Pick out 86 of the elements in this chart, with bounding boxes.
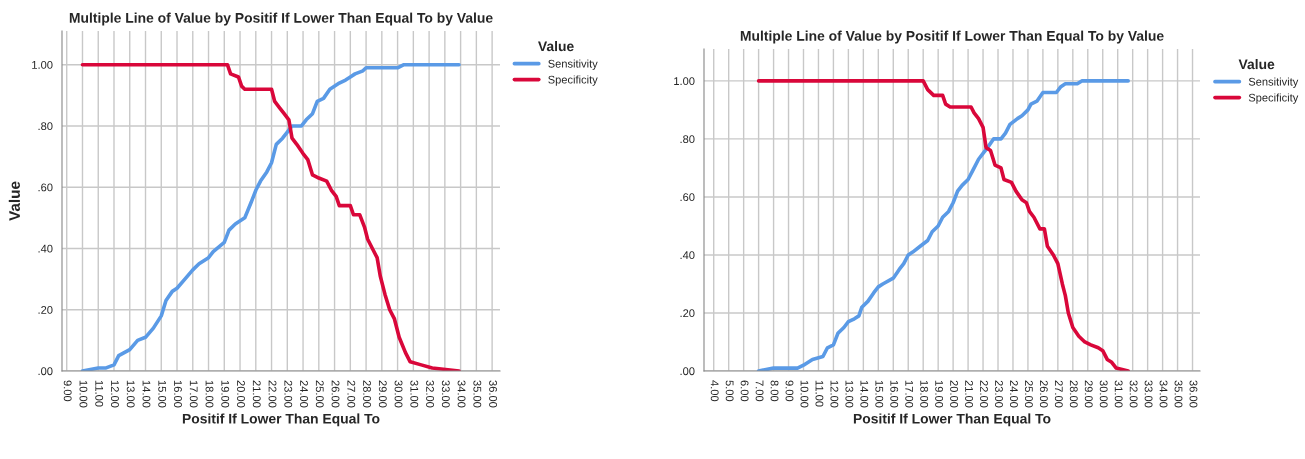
x-tick-label: 29.00 — [1084, 380, 1093, 408]
y-tick-label: .20 — [680, 309, 695, 318]
x-tick-label: 28.00 — [363, 380, 371, 408]
x-tick-label: 11.00 — [95, 380, 104, 407]
x-tick-label: 7.00 — [755, 380, 764, 402]
legend-title: Value — [1238, 59, 1275, 70]
x-tick-label: 12.00 — [111, 380, 119, 408]
x-axis-title: Positif If Lower Than Equal To — [182, 413, 380, 427]
x-tick-label: 23.00 — [995, 380, 1003, 408]
x-axis-title: Positif If Lower Than Equal To — [853, 413, 1051, 427]
x-tick-label: 30.00 — [394, 380, 403, 408]
x-tick-label: 5.00 — [725, 380, 734, 402]
y-tick-label: .60 — [680, 193, 695, 202]
x-tick-label: 17.00 — [905, 380, 914, 408]
x-tick-label: 25.00 — [315, 380, 324, 408]
x-tick-label: 9.00 — [785, 380, 794, 402]
x-tick-label: 14.00 — [860, 380, 869, 408]
line-series — [756, 79, 1130, 371]
x-tick-label: 12.00 — [830, 380, 839, 408]
x-tick-label: 18.00 — [205, 380, 214, 408]
x-tick-label: 9.00 — [63, 380, 72, 402]
x-tick-label: 20.00 — [950, 380, 959, 408]
x-tick-label: 31.00 — [1114, 380, 1123, 408]
y-tick-label: .20 — [38, 306, 53, 314]
y-tick-label: .40 — [680, 251, 695, 260]
x-tick-label: 28.00 — [1069, 380, 1078, 408]
x-tick-label: 14.00 — [142, 380, 151, 408]
x-tick-label: 35.00 — [473, 380, 482, 408]
x-tick-label: 21.00 — [252, 380, 261, 408]
x-tick-label: 32.00 — [1129, 380, 1138, 408]
x-tick-label: 29.00 — [378, 380, 387, 408]
x-tick-label: 18.00 — [920, 380, 929, 408]
x-tick-label: 27.00 — [1054, 380, 1063, 408]
x-tick-label: 10.00 — [800, 380, 809, 408]
legend-title: Value — [538, 41, 574, 52]
x-tick-label: 15.00 — [158, 380, 167, 408]
x-tick-label: 10.00 — [79, 380, 88, 408]
y-tick-label: .80 — [680, 135, 695, 144]
x-tick-label: 22.00 — [268, 380, 277, 408]
x-tick-label: 23.00 — [284, 380, 293, 408]
x-tick-label: 22.00 — [980, 380, 988, 408]
x-tick-label: 13.00 — [845, 380, 854, 408]
x-tick-label: 15.00 — [875, 380, 884, 408]
x-tick-label: 24.00 — [300, 380, 308, 408]
x-tick-label: 4.00 — [710, 380, 719, 402]
x-tick-label: 34.00 — [1159, 380, 1168, 408]
legend-label: Specificity — [1248, 93, 1299, 104]
x-tick-label: 25.00 — [1024, 380, 1033, 408]
line-series — [80, 62, 461, 371]
x-tick-label: 31.00 — [410, 380, 419, 408]
x-tick-label: 17.00 — [189, 380, 198, 408]
y-tick-label: 1.00 — [32, 60, 53, 69]
x-tick-label: 26.00 — [1039, 380, 1048, 408]
x-tick-label: 16.00 — [174, 380, 182, 408]
y-tick-label: .80 — [38, 122, 53, 131]
x-tick-label: 19.00 — [221, 380, 230, 408]
x-tick-label: 36.00 — [489, 380, 498, 408]
x-tick-label: 11.00 — [815, 380, 824, 407]
legend-label: Sensitivity — [548, 59, 598, 70]
x-tick-label: 27.00 — [347, 380, 356, 408]
legend-label: Specificity — [548, 75, 598, 86]
x-tick-label: 8.00 — [770, 380, 779, 402]
y-tick-label: .00 — [38, 367, 53, 376]
x-tick-label: 32.00 — [426, 380, 434, 408]
x-tick-label: 33.00 — [1144, 380, 1153, 408]
x-tick-label: 20.00 — [237, 380, 245, 408]
x-tick-label: 6.00 — [740, 380, 749, 402]
y-axis-title: Value — [8, 181, 20, 221]
chart-title: Multiple Line of Value by Positif If Lower Than Equal To by Value — [69, 12, 493, 26]
x-tick-label: 36.00 — [1189, 380, 1198, 408]
x-tick-label: 21.00 — [965, 380, 973, 408]
x-tick-label: 19.00 — [935, 380, 944, 408]
chart-title: Multiple Line of Value by Positif If Lower Than Equal To by Value — [740, 30, 1164, 44]
x-tick-label: 24.00 — [1009, 380, 1018, 408]
x-tick-label: 33.00 — [441, 380, 450, 408]
x-tick-label: 35.00 — [1174, 380, 1183, 408]
y-tick-label: .40 — [38, 244, 53, 253]
y-tick-label: .60 — [38, 183, 53, 192]
x-tick-label: 26.00 — [331, 380, 340, 408]
x-tick-label: 13.00 — [126, 380, 135, 408]
x-tick-label: 34.00 — [457, 380, 466, 408]
y-tick-label: 1.00 — [674, 77, 695, 86]
y-tick-label: .00 — [680, 367, 695, 376]
x-tick-label: 16.00 — [890, 380, 899, 408]
x-tick-label: 30.00 — [1099, 380, 1108, 408]
legend-label: Sensitivity — [1248, 77, 1299, 88]
